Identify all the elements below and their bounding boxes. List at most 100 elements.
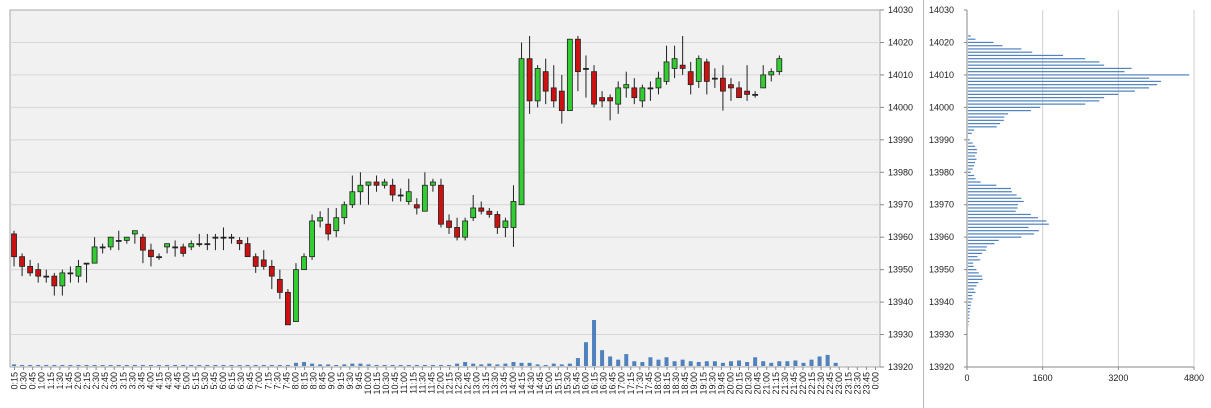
volume-bar [237, 365, 242, 366]
volume-bar [567, 363, 572, 366]
profile-y-tick-label: 13970 [929, 200, 954, 210]
volume-bar [342, 364, 347, 366]
profile-bar [968, 275, 983, 277]
candle-body [317, 217, 324, 222]
candle-body [91, 246, 98, 264]
x-tick-label: 5:00 [182, 372, 192, 390]
profile-bar [968, 161, 976, 164]
x-tick-label: 14:15 [517, 372, 527, 395]
x-tick-label: 7:30 [272, 372, 282, 390]
profile-bar [968, 207, 1018, 209]
candle-body [123, 236, 130, 241]
profile-bar [968, 174, 975, 177]
x-tick-label: 8:45 [318, 372, 328, 390]
x-tick-label: 22:45 [825, 372, 835, 395]
candle-body [389, 184, 396, 196]
candle-body [115, 240, 122, 242]
candle-body [607, 97, 614, 102]
x-tick-label: 6:15 [227, 372, 237, 390]
candle-body [430, 181, 436, 186]
candle-body [148, 249, 154, 258]
x-tick-label: 0:00 [870, 372, 880, 390]
profile-bar [968, 142, 973, 144]
profile-bar [968, 58, 1086, 60]
profile-y-tick-label: 13920 [929, 362, 954, 372]
candle-body [35, 269, 42, 277]
x-tick-label: 4:15 [155, 372, 165, 390]
candle-body [679, 64, 686, 69]
volume-bar [197, 365, 202, 366]
profile-bar [968, 226, 1029, 229]
profile-bar [968, 233, 1035, 235]
candle-body [413, 204, 420, 209]
candle-body [107, 236, 114, 248]
x-tick-label: 2:30 [91, 372, 101, 390]
candle-body [768, 71, 775, 76]
profile-bar [968, 35, 971, 37]
x-tick-label: 12:15 [445, 372, 455, 395]
profile-bar [968, 184, 997, 186]
volume-bar [430, 365, 435, 366]
volume-bar [374, 365, 379, 366]
profile-bar [968, 256, 978, 258]
candle-body [164, 243, 170, 248]
volume-bar [575, 358, 580, 366]
candle-body [188, 243, 195, 248]
volume-bar [20, 365, 25, 366]
volume-bar [350, 363, 355, 366]
volume-bar [334, 365, 339, 366]
candle-body [67, 272, 74, 275]
profile-bar [968, 77, 1150, 79]
profile-bar [968, 178, 976, 180]
x-tick-label: 16:15 [590, 372, 600, 395]
x-tick-label: 2:15 [82, 372, 92, 390]
candle-body [357, 184, 364, 193]
candle-body [156, 256, 162, 259]
x-tick-label: 14:00 [508, 372, 518, 395]
volume-bar [84, 365, 89, 366]
x-tick-label: 9:30 [345, 372, 355, 390]
volume-bar [414, 365, 419, 366]
volume-bar [648, 357, 653, 366]
candle-body [591, 71, 597, 105]
price-candlestick-chart: 13920 13930 13940 13950 13960 13970 13980 13990… [9, 5, 913, 395]
x-tick-label: 0:45 [28, 372, 38, 390]
x-tick-label: 20:45 [753, 372, 763, 395]
profile-y-tick-label: 13940 [929, 297, 954, 307]
x-tick-label: 21:00 [762, 372, 772, 395]
profile-bar [968, 84, 1158, 86]
volume-bar [277, 365, 282, 366]
profile-bar [968, 298, 973, 300]
candle-body [309, 220, 315, 258]
candle-body [647, 87, 654, 90]
candle-body [333, 217, 340, 232]
x-tick-label: 6:00 [218, 372, 228, 390]
volume-bar [712, 361, 717, 366]
candle-body [180, 246, 187, 254]
profile-bar [968, 132, 972, 134]
candle-body [220, 236, 227, 239]
volume-bar [487, 363, 492, 366]
volume-bar [632, 361, 637, 366]
x-tick-label: 23:15 [843, 372, 853, 395]
candle-body [655, 77, 662, 89]
profile-bar [968, 158, 977, 160]
profile-y-tick-label: 13950 [929, 265, 954, 275]
x-tick-label: 23:45 [861, 372, 871, 395]
candle-body [583, 68, 589, 70]
profile-bar [968, 269, 977, 271]
volume-bar [640, 362, 645, 366]
profile-bar [968, 93, 1119, 95]
candle-body [566, 38, 573, 112]
profile-bar [968, 165, 975, 167]
candle-body [478, 207, 485, 212]
candle-body [172, 246, 179, 249]
x-tick-label: 20:15 [735, 372, 745, 395]
profile-bar [968, 97, 1105, 99]
profile-bar [968, 122, 1001, 125]
candle-body [502, 220, 509, 228]
profile-bar [968, 262, 974, 264]
volume-bar [559, 364, 564, 366]
x-tick-label: 7:45 [281, 372, 291, 390]
volume-bar [809, 359, 814, 366]
